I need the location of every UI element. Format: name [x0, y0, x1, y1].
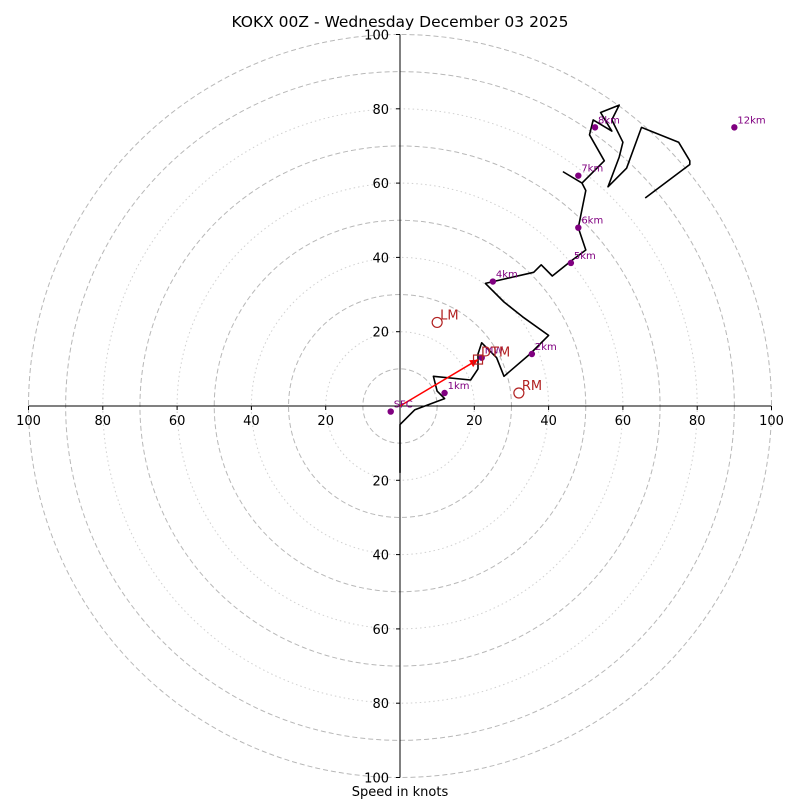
height-marker-dot: [528, 350, 536, 358]
storm-motion-label: DTM: [481, 346, 510, 361]
x-tick-label: 100: [16, 414, 41, 429]
y-tick-label: 60: [372, 623, 389, 638]
height-marker-label: MW: [485, 346, 504, 357]
height-marker-dot: [489, 278, 497, 285]
y-tick-label: 20: [372, 474, 389, 489]
x-tick-label: 100: [759, 414, 784, 429]
x-tick-label: 60: [615, 414, 632, 429]
height-marker-dot: [731, 124, 738, 131]
x-tick-label: 20: [317, 414, 334, 429]
height-marker-dot: [575, 172, 582, 179]
height-marker-label: 12km: [737, 115, 765, 126]
x-axis-label: Speed in knots: [352, 785, 449, 800]
height-marker-label: 6km: [581, 216, 603, 227]
x-tick-label: 40: [540, 414, 557, 429]
storm-motion-circle: [431, 316, 443, 329]
storm-motion-label: RM: [522, 379, 542, 394]
height-marker-dot: [575, 224, 582, 231]
y-tick-label: 80: [372, 103, 389, 118]
height-marker-dot: [478, 354, 485, 361]
y-tick-label: 100: [364, 29, 389, 44]
height-marker-dot: [387, 408, 394, 415]
storm-motion-label: LM: [440, 308, 458, 323]
height-marker-label: 8km: [598, 115, 620, 126]
height-marker-label: 4km: [496, 270, 518, 281]
storm-motion-circle: [513, 387, 525, 399]
height-marker-label: 7km: [581, 164, 603, 175]
chart-title: KOKX 00Z - Wednesday December 03 2025: [231, 13, 568, 31]
x-tick-label: 80: [95, 414, 112, 429]
storm-motion-markers: LM RM DTM: [431, 308, 542, 399]
y-tick-label: 60: [372, 177, 389, 192]
y-tick-label: 40: [372, 549, 389, 564]
height-marker-dot: [441, 389, 448, 397]
height-marker-dot: [567, 259, 575, 267]
wind-trace: [399, 104, 691, 473]
y-tick-label: 100: [364, 772, 389, 787]
tick-labels: 100 80 60 40 20 20 40 60 80 100 100 80 60 40 20 20 40 60 8…: [16, 29, 784, 787]
height-marker-label: 5km: [574, 251, 596, 262]
height-marker-label: SFC: [394, 400, 413, 411]
height-marker-label: 1km: [448, 381, 470, 392]
storm-motion-square: [472, 354, 484, 365]
y-tick-label: 40: [372, 251, 389, 266]
x-tick-label: 60: [169, 414, 186, 429]
height-marker-dot: [591, 124, 599, 131]
x-tick-label: 40: [243, 414, 260, 429]
shear-vector-line: [399, 358, 479, 407]
y-tick-label: 20: [372, 326, 389, 341]
wind-trace-line: [399, 104, 691, 473]
height-marker-label: 2km: [535, 342, 557, 353]
height-markers: SFC 1km 2km 4km 5km 6km 7km 8km 12km MW: [387, 115, 766, 415]
x-tick-label: 80: [689, 414, 706, 429]
x-tick-label: 20: [466, 414, 483, 429]
y-tick-label: 80: [372, 697, 389, 712]
